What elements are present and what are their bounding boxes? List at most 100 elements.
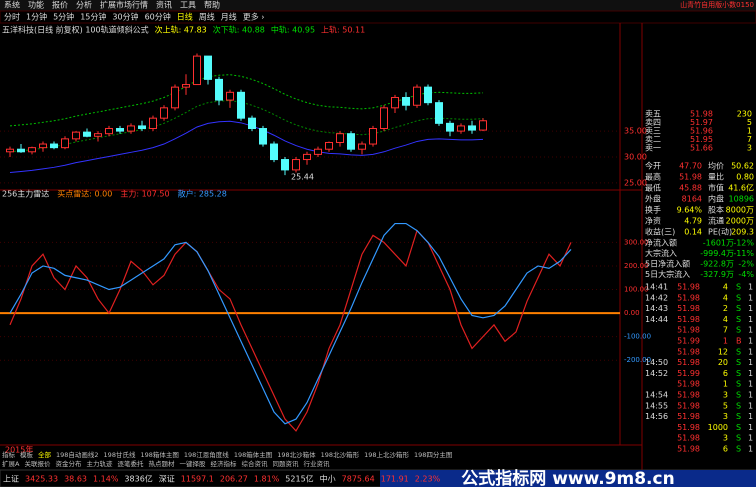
indicator-line	[9, 222, 572, 425]
tick-side: B	[736, 337, 742, 346]
status-item: 5215亿	[285, 474, 313, 484]
tick-volume: 1	[723, 380, 728, 389]
period-tab[interactable]: 5分钟	[53, 12, 74, 22]
tab[interactable]: 198上北沙箱形	[364, 450, 409, 459]
tab[interactable]: 一键择股	[179, 459, 206, 468]
period-tab[interactable]: 15分钟	[80, 12, 106, 22]
flow-label: 5日大宗流入	[645, 269, 690, 279]
candle-body	[303, 153, 311, 161]
candle-body	[50, 143, 58, 149]
tick-count: 1	[748, 315, 753, 324]
candle-body	[358, 143, 366, 150]
menu-item[interactable]: 功能	[28, 0, 44, 10]
tick-volume: 1000	[708, 423, 728, 432]
indicator-header: 256主力雷达	[2, 189, 49, 199]
tab[interactable]: 热点题材	[148, 459, 175, 468]
y-tick-label: -200.00	[624, 356, 651, 364]
stat-value: 2000万	[726, 217, 754, 226]
candle-body	[116, 128, 124, 132]
flow-label: 5日净流入额	[645, 259, 690, 269]
tick-side: S	[736, 380, 741, 389]
watermark: 公式指标网 www.9m8.cn	[461, 468, 674, 487]
menu-item[interactable]: 资讯	[156, 0, 172, 10]
candle-body	[259, 128, 267, 145]
price-header: 五洋科技(日线 前复权) 100轨道倾斜公式	[2, 25, 149, 35]
tick-volume: 7	[723, 326, 728, 335]
price-header: 次上轨: 47.83	[155, 25, 207, 35]
tick-volume: 3	[723, 434, 728, 443]
tab[interactable]: 全部	[38, 450, 52, 459]
tab[interactable]: 198自动画线2	[56, 450, 99, 459]
menu-item[interactable]: 报价	[52, 0, 68, 10]
menu-item[interactable]: 工具	[180, 1, 196, 10]
candle-body	[160, 107, 168, 119]
tick-count: 1	[748, 434, 753, 443]
tick-count: 1	[748, 445, 753, 454]
tab[interactable]: 经济指标	[210, 459, 237, 468]
tick-count: 1	[748, 369, 753, 378]
period-tab[interactable]: 30分钟	[112, 12, 138, 22]
tick-volume: 5	[723, 401, 728, 410]
tab[interactable]: 主力轨迹	[86, 459, 113, 468]
tab[interactable]: 198箱体主图	[140, 450, 178, 459]
tick-price: 51.98	[677, 326, 700, 335]
menu-item[interactable]: 分析	[76, 0, 92, 10]
candle-body	[61, 138, 69, 149]
tab[interactable]: 关联报价	[24, 459, 51, 468]
ask-label: 卖二	[645, 135, 661, 144]
tick-volume: 2	[723, 304, 728, 313]
candle-body	[94, 133, 102, 137]
tick-side: S	[736, 445, 741, 454]
menu-item[interactable]: 系统	[4, 0, 20, 10]
tick-count: 1	[748, 293, 753, 302]
tab[interactable]: 资金分布	[55, 459, 82, 468]
tab[interactable]: 198甘氏线	[104, 450, 136, 459]
period-tab[interactable]: 日线	[177, 12, 193, 22]
tab[interactable]: 指标	[2, 450, 16, 459]
flow-value: -922.8万	[700, 260, 734, 269]
ask-price: 51.95	[690, 135, 713, 144]
tick-side: S	[736, 304, 741, 313]
tab[interactable]: 同题资讯	[272, 459, 299, 468]
indicator-header: 主力: 107.50	[120, 189, 169, 199]
tab[interactable]: 198北沙箱形	[321, 450, 360, 459]
tab[interactable]: 198江恩角度线	[184, 450, 229, 459]
tab[interactable]: 模板	[20, 450, 34, 459]
candle-body	[215, 78, 223, 101]
menu-bar	[0, 0, 756, 11]
candle-body	[380, 107, 388, 130]
tab[interactable]: 198箱体主图	[234, 450, 272, 459]
tick-time: 14:54	[645, 391, 668, 400]
period-tab[interactable]: 更多 ›	[243, 12, 265, 22]
tick-count: 1	[748, 304, 753, 313]
stat-label: 外盘	[645, 194, 661, 204]
tick-volume: 20	[718, 358, 728, 367]
tick-count: 1	[748, 358, 753, 367]
tab[interactable]: 198四分主图	[414, 450, 452, 459]
period-tab[interactable]: 分时	[4, 12, 20, 22]
stat-value: 209.3	[731, 228, 754, 237]
period-tab[interactable]: 周线	[199, 12, 215, 22]
y-tick-label: 300.00	[624, 238, 649, 246]
y-tick-label: 200.00	[624, 262, 649, 270]
menu-item[interactable]: 帮助	[204, 0, 220, 10]
tab[interactable]: 198北沙箱体	[277, 450, 316, 459]
candle-body	[105, 128, 113, 135]
tab[interactable]: 综合资讯	[241, 459, 268, 468]
tick-side: S	[736, 283, 741, 292]
menu-item[interactable]: 扩展市场行情	[100, 0, 148, 10]
band-line	[9, 100, 484, 153]
ask-volume: 1	[747, 127, 752, 136]
tick-volume: 1	[723, 337, 728, 346]
y-tick-label: 0.00	[624, 309, 640, 317]
tick-time: 14:52	[645, 369, 668, 378]
period-tab[interactable]: 月线	[221, 12, 237, 22]
ask-volume: 7	[747, 135, 752, 144]
tab[interactable]: 行业资讯	[303, 459, 330, 468]
candle-body	[193, 55, 201, 86]
period-tab[interactable]: 60分钟	[145, 12, 171, 22]
tick-price: 51.98	[677, 315, 700, 324]
tab[interactable]: 逐笔委托	[117, 459, 144, 468]
period-tab[interactable]: 1分钟	[26, 12, 47, 22]
tab[interactable]: 扩展A	[2, 459, 20, 468]
